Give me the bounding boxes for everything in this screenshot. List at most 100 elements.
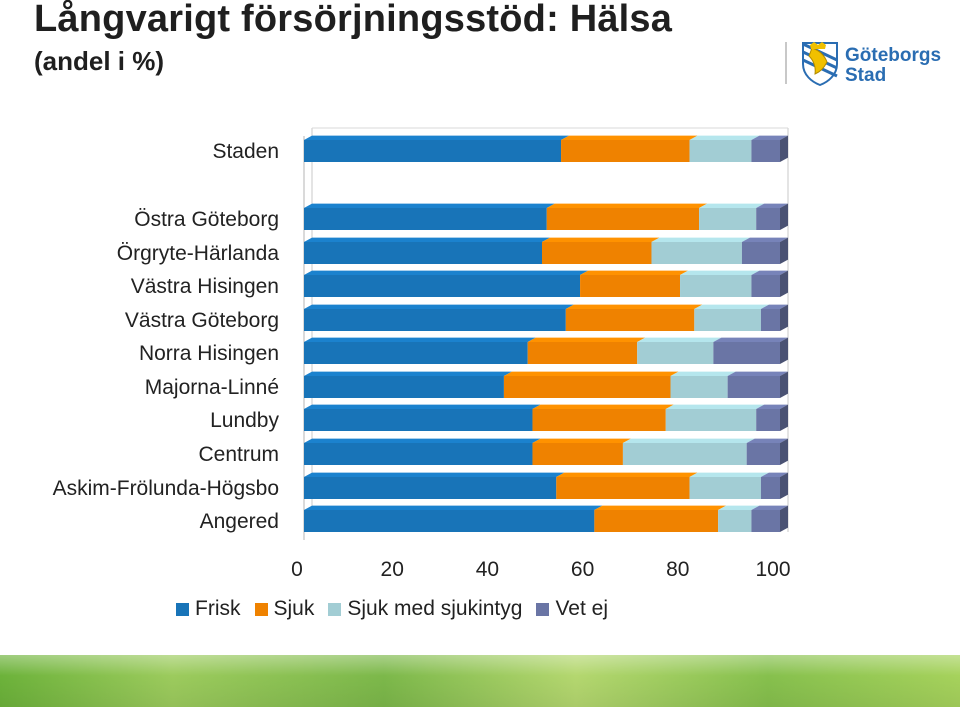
bar-top-face [756, 203, 788, 208]
category-labels: Staden Östra Göteborg Örgryte-Härlanda Väst… [53, 140, 280, 533]
bar-front-face [713, 342, 780, 364]
x-tick-label: 20 [381, 558, 404, 581]
goteborgs-stad-logo: Göteborgs Stad [800, 40, 941, 88]
bar-front-face [304, 443, 533, 465]
bar-front-face [594, 510, 719, 532]
bar-segment-frisk [304, 505, 603, 532]
bar-segment-vet-ej [760, 472, 788, 499]
bar-segment-sjuk-med-sjukintyg [680, 270, 760, 297]
bar-front-face [304, 342, 528, 364]
bar-front-face [304, 409, 533, 431]
bar-segment-sjuk-med-sjukintyg [651, 237, 750, 264]
bar-top-face [756, 404, 788, 409]
bar-end-face [780, 404, 788, 431]
bar-segment-vet-ej [751, 135, 788, 162]
legend-label: Frisk [195, 597, 241, 620]
stacked-bar-chart: Staden Östra Göteborg Örgryte-Härlanda Väst… [53, 127, 791, 581]
bar-segment-vet-ej [751, 505, 788, 532]
goteborg-coat-of-arms-icon [802, 42, 838, 86]
bar-segment-frisk [304, 304, 574, 331]
bar-front-face [304, 309, 566, 331]
bar-segment-vet-ej [756, 404, 788, 431]
bar-segment-vet-ej [746, 438, 788, 465]
category-label: Centrum [198, 443, 279, 466]
category-label: Norra Hisingen [139, 342, 279, 365]
bar-front-face [304, 510, 595, 532]
bar-top-face [561, 135, 698, 140]
legend-swatch [254, 602, 268, 616]
bar-end-face [780, 505, 788, 532]
bar-top-face [760, 304, 788, 309]
bar-end-face [780, 304, 788, 331]
bar-top-face [546, 203, 708, 208]
bar-front-face [580, 275, 681, 297]
bar-top-face [532, 404, 674, 409]
category-label: Västra Göteborg [125, 309, 279, 332]
bar-end-face [780, 203, 788, 230]
bar-top-face [713, 337, 788, 342]
bar-front-face [718, 510, 752, 532]
bar-front-face [756, 409, 780, 431]
x-tick-label: 100 [755, 558, 790, 581]
legend-item: Vet ej [536, 597, 608, 621]
legend-item: Frisk [176, 597, 241, 621]
bar-front-face [532, 443, 623, 465]
bar-front-face [751, 140, 780, 162]
bar-segment-frisk [304, 404, 541, 431]
x-tick-label: 0 [291, 558, 303, 581]
category-label: Staden [212, 140, 279, 163]
bar-segment-sjuk-med-sjukintyg [665, 404, 765, 431]
bar-front-face [670, 376, 728, 398]
legend-swatch [328, 602, 342, 616]
bar-front-face [542, 242, 652, 264]
bar-segment-sjuk-med-sjukintyg [718, 505, 760, 532]
bar-top-face [694, 304, 769, 309]
logo-divider [785, 42, 787, 84]
bar-segment-sjuk-med-sjukintyg [699, 203, 765, 230]
bar-top-face [680, 270, 760, 275]
bar-end-face [780, 472, 788, 499]
bar-front-face [503, 376, 671, 398]
bar-front-face [694, 309, 761, 331]
bar-segment-frisk [304, 270, 589, 297]
bar-segment-frisk [304, 472, 565, 499]
category-label: Östra Göteborg [134, 208, 279, 231]
bar-segment-sjuk-med-sjukintyg [622, 438, 755, 465]
bar-top-face [304, 337, 536, 342]
bar-segment-vet-ej [727, 371, 788, 398]
category-label: Majorna-Linné [145, 376, 279, 399]
bar-segment-frisk [304, 438, 541, 465]
bar-segment-vet-ej [760, 304, 788, 331]
bar-top-face [556, 472, 698, 477]
legend-label: Sjuk [273, 597, 315, 620]
bar-segment-sjuk [542, 237, 660, 264]
bar-top-face [542, 237, 660, 242]
bar-segment-frisk [304, 203, 555, 230]
bar-front-face [727, 376, 780, 398]
bar-end-face [780, 337, 788, 364]
bar-top-face [304, 304, 574, 309]
bar-front-face [680, 275, 752, 297]
bar-top-face [304, 270, 589, 275]
legend-label: Sjuk med sjukintyg [347, 597, 523, 620]
bar-top-face [751, 270, 788, 275]
x-tick-label: 80 [666, 558, 689, 581]
bar-front-face [304, 376, 504, 398]
category-label: Lundby [210, 409, 279, 432]
bar-segment-sjuk [556, 472, 698, 499]
bar-front-face [689, 477, 761, 499]
bar-front-face [527, 342, 638, 364]
bar-front-face [665, 409, 757, 431]
bar-front-face [556, 477, 690, 499]
bar-segment-sjuk-med-sjukintyg [670, 371, 736, 398]
bar-end-face [780, 237, 788, 264]
x-tick-label: 60 [571, 558, 594, 581]
bar-top-face [622, 438, 755, 443]
bar-front-face [746, 443, 780, 465]
chart-legend: Frisk Sjuk Sjuk med sjukintyg Vet ej [176, 596, 622, 622]
bar-front-face [699, 208, 757, 230]
chart-bars [304, 135, 788, 532]
bar-top-face [532, 438, 631, 443]
bar-segment-frisk [304, 371, 512, 398]
bar-top-face [580, 270, 689, 275]
